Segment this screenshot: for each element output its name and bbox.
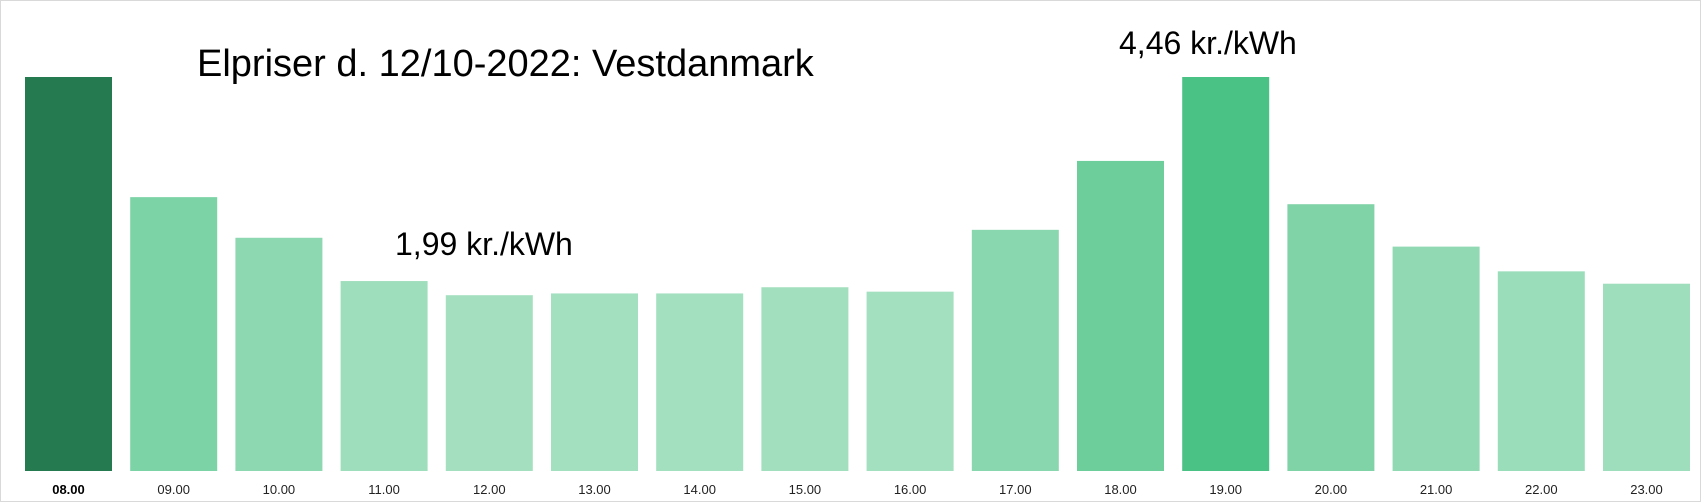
bar-10.00[interactable]	[235, 237, 323, 471]
bar-16.00[interactable]	[866, 291, 954, 471]
bar-20.00[interactable]	[1287, 204, 1375, 472]
x-tick-label: 08.00	[52, 482, 85, 497]
x-tick-label: 12.00	[473, 482, 506, 497]
bar-21.00[interactable]	[1392, 246, 1480, 471]
x-tick-label: 20.00	[1315, 482, 1348, 497]
bar-23.00[interactable]	[1603, 283, 1690, 471]
x-tick-label: 14.00	[683, 482, 716, 497]
x-tick-label: 19.00	[1209, 482, 1242, 497]
bar-08.00[interactable]	[25, 77, 112, 471]
x-tick-label: 09.00	[157, 482, 190, 497]
x-tick-label: 10.00	[263, 482, 296, 497]
x-tick-label: 11.00	[368, 482, 400, 497]
x-tick-label: 17.00	[999, 482, 1032, 497]
x-tick-label: 13.00	[578, 482, 611, 497]
bar-12.00[interactable]	[445, 295, 533, 471]
bar-18.00[interactable]	[1077, 160, 1164, 471]
x-tick-label: 16.00	[894, 482, 927, 497]
x-tick-label: 15.00	[789, 482, 822, 497]
x-tick-label: 18.00	[1104, 482, 1137, 497]
min-price-annotation: 1,99 kr./kWh	[395, 226, 573, 262]
bar-09.00[interactable]	[130, 197, 218, 471]
bar-17.00[interactable]	[971, 229, 1059, 471]
bar-19.00[interactable]	[1182, 77, 1270, 471]
x-tick-label: 23.00	[1630, 482, 1663, 497]
chart-title: Elpriser d. 12/10-2022: Vestdanmark	[197, 43, 814, 85]
x-tick-label: 22.00	[1525, 482, 1558, 497]
bar-22.00[interactable]	[1497, 271, 1585, 471]
max-price-annotation: 4,46 kr./kWh	[1119, 25, 1297, 61]
bar-13.00[interactable]	[551, 293, 638, 471]
bar-15.00[interactable]	[761, 287, 849, 471]
x-tick-label: 21.00	[1420, 482, 1453, 497]
bar-11.00[interactable]	[340, 281, 428, 471]
bar-14.00[interactable]	[656, 293, 744, 471]
